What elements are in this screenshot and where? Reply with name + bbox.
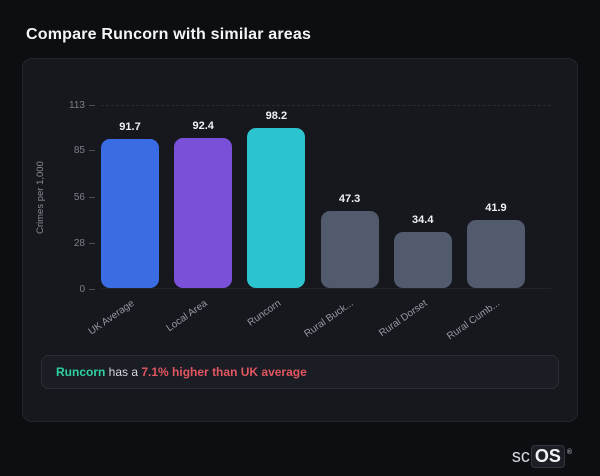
y-tick-label: 28	[73, 237, 85, 249]
page-title: Compare Runcorn with similar areas	[26, 26, 312, 43]
y-tick-label: 56	[73, 192, 85, 204]
y-tick-mark	[89, 150, 95, 152]
y-tick-mark	[89, 197, 95, 199]
scos-logo: sc OS ®	[512, 445, 572, 468]
note-highlight: Runcorn	[56, 365, 106, 379]
bar-value-label: 91.7	[119, 120, 141, 133]
bar[interactable]	[393, 232, 452, 288]
y-tick: 0	[79, 282, 95, 296]
bar-group: 47.3 Rural Buck...	[303, 106, 379, 340]
y-axis-label: Crimes per 1,000	[35, 161, 46, 234]
note-box: Runcorn has a 7.1% higher than UK averag…	[41, 355, 559, 389]
bar[interactable]	[320, 210, 379, 288]
bar[interactable]	[174, 137, 233, 288]
bar[interactable]	[466, 219, 525, 288]
y-axis-ticks: 0 28 56 85 113	[49, 100, 95, 295]
y-tick-mark	[89, 242, 95, 244]
bar-group: 91.7 UK Average	[86, 106, 159, 338]
y-tick-label: 85	[73, 145, 85, 157]
y-tick-label: 113	[69, 99, 85, 111]
y-tick-label: 0	[79, 283, 85, 295]
bar-value-label: 98.2	[265, 110, 288, 123]
note-middle-text: has a	[105, 365, 142, 379]
y-tick: 56	[74, 191, 95, 205]
y-tick-mark	[89, 104, 95, 106]
bar-group: 41.9 Rural Cumb...	[445, 106, 525, 342]
x-axis-category-label: UK Average	[86, 298, 137, 338]
x-axis-category-label: Runcorn	[245, 298, 283, 329]
y-tick-mark	[89, 288, 95, 290]
x-axis-category-label: Rural Dorset	[376, 298, 430, 340]
y-tick: 85	[74, 144, 95, 158]
bar-value-label: 47.3	[338, 192, 361, 205]
logo-text-right: OS	[530, 445, 565, 468]
x-axis-category-label: Local Area	[164, 298, 210, 335]
logo-text-left: sc	[511, 446, 530, 466]
bar-value-label: 34.4	[412, 214, 434, 226]
y-tick: 28	[74, 236, 95, 250]
bar-value-label: 41.9	[485, 201, 507, 214]
bar-group: 34.4 Rural Dorset	[377, 106, 452, 339]
note-stat: 7.1% higher than UK average	[141, 365, 307, 379]
bar-value-label: 92.4	[192, 119, 214, 132]
bars-container: 91.7 UK Average 92.4 Local Area 98.2 Runcorn 4…	[86, 106, 551, 342]
bar-group: 92.4 Local Area	[164, 106, 233, 334]
bar[interactable]	[247, 128, 306, 288]
y-tick: 113	[69, 98, 95, 112]
bar-group: 98.2 Runcorn	[245, 106, 306, 329]
x-axis-category-label: Rural Cumb...	[445, 298, 503, 343]
bar[interactable]	[101, 138, 159, 288]
x-axis-category-label: Rural Buck...	[302, 298, 356, 340]
registered-mark: ®	[566, 449, 572, 456]
chart-card: Crimes per 1,000 0 28 56 85 113 91.7 UK Avera…	[22, 58, 578, 422]
bar-chart: Crimes per 1,000 0 28 56 85 113 91.7 UK Avera…	[35, 100, 551, 342]
